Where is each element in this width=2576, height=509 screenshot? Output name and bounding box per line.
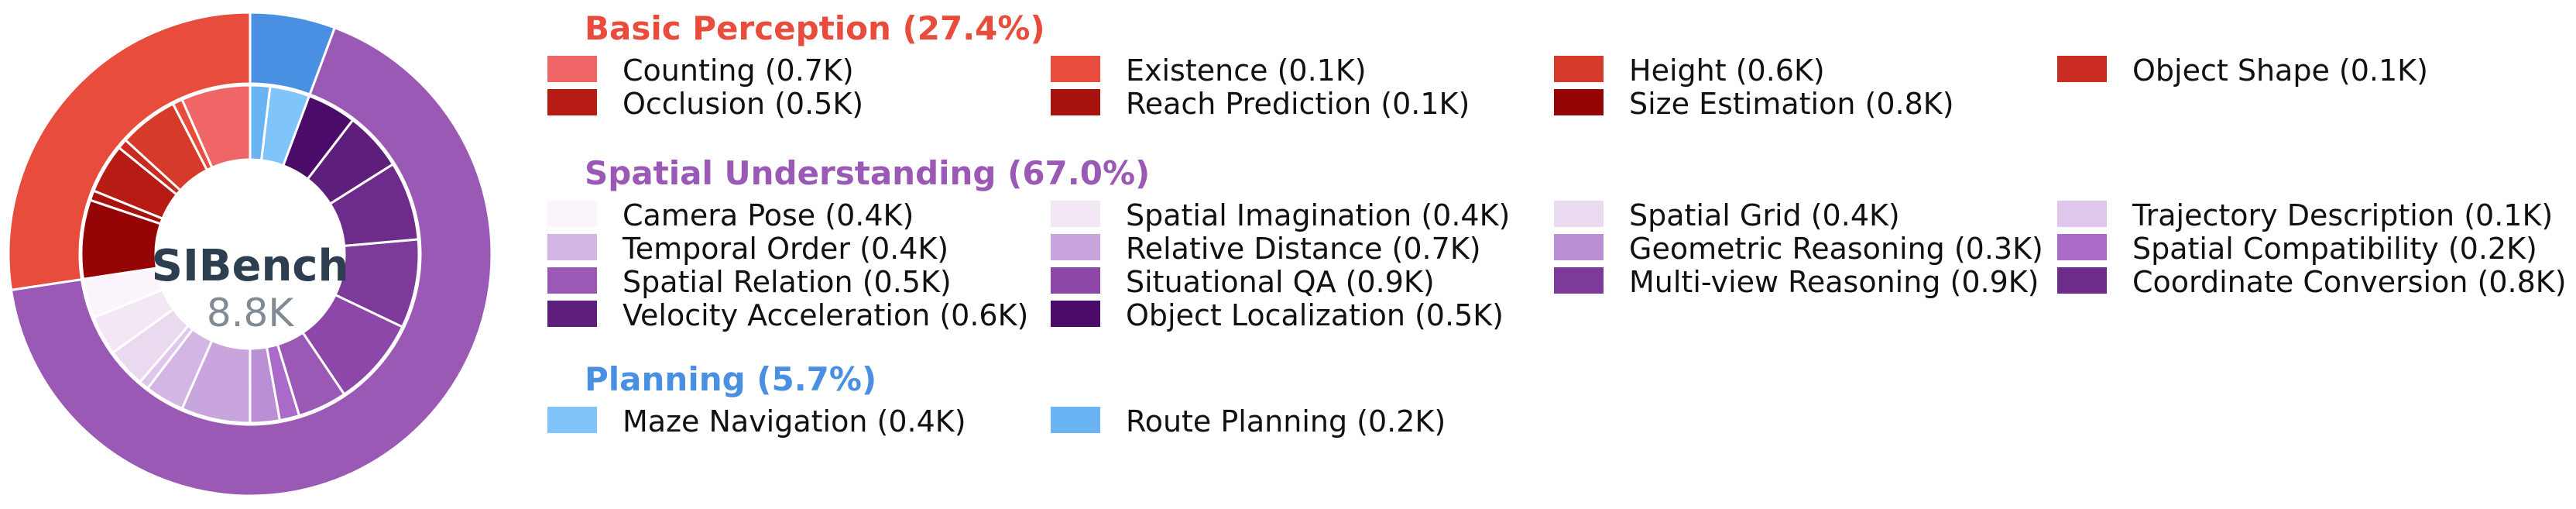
legend-title-basic-perception: Basic Perception (27.4%) — [585, 9, 1045, 47]
center-label: SIBench — [152, 241, 349, 291]
legend-swatch — [1051, 407, 1100, 433]
legend-swatch — [1051, 56, 1100, 82]
legend-swatch — [547, 301, 597, 327]
legend-label: Existence (0.1K) — [1126, 53, 1367, 88]
legend-swatch — [547, 407, 597, 433]
legend-label: Spatial Imagination (0.4K) — [1126, 198, 1511, 232]
legend-label: Object Shape (0.1K) — [2132, 53, 2428, 88]
legend-label: Reach Prediction (0.1K) — [1126, 87, 1470, 121]
legend-label: Occlusion (0.5K) — [623, 87, 864, 121]
legend-label: Relative Distance (0.7K) — [1126, 232, 1481, 266]
legend-label: Trajectory Description (0.1K) — [2132, 198, 2554, 232]
outer-wedge-spatial-understanding — [9, 26, 493, 497]
legend-label: Situational QA (0.9K) — [1126, 265, 1435, 299]
legend-swatch — [1051, 267, 1100, 294]
legend-label: Height (0.6K) — [1629, 53, 1825, 88]
legend-title-planning: Planning (5.7%) — [585, 360, 877, 398]
outer-wedge-planning — [249, 11, 337, 96]
legend-swatch — [547, 201, 597, 227]
legend-swatch — [1051, 234, 1100, 260]
legend-swatch — [2057, 234, 2107, 260]
legend-swatch — [547, 267, 597, 294]
legend-swatch — [1051, 89, 1100, 115]
legend-label: Spatial Grid (0.4K) — [1629, 198, 1900, 232]
legend-swatch — [547, 234, 597, 260]
legend-label: Counting (0.7K) — [623, 53, 854, 88]
legend-label: Multi-view Reasoning (0.9K) — [1629, 265, 2039, 299]
legend-swatch — [1051, 301, 1100, 327]
legend-swatch — [1554, 56, 1604, 82]
legend-label: Coordinate Conversion (0.8K) — [2132, 265, 2567, 299]
legend-label: Object Localization (0.5K) — [1126, 298, 1504, 332]
legend-label: Camera Pose (0.4K) — [623, 198, 914, 232]
legend-swatch — [1554, 201, 1604, 227]
inner-ring — [80, 84, 420, 425]
legend-swatch — [1554, 89, 1604, 115]
legend-label: Velocity Acceleration (0.6K) — [623, 298, 1029, 332]
legend-label: Spatial Relation (0.5K) — [623, 265, 952, 299]
legend-label: Size Estimation (0.8K) — [1629, 87, 1954, 121]
legend-label: Spatial Compatibility (0.2K) — [2132, 232, 2537, 266]
center-value: 8.8K — [207, 291, 295, 335]
inner-wedge-route-planning — [249, 84, 272, 162]
outer-wedge-basic-perception — [7, 11, 252, 292]
sibench-donut-chart: SIBench 8.8K — [7, 11, 493, 497]
legend-swatch — [2057, 56, 2107, 82]
legend-swatch — [547, 89, 597, 115]
legend-label: Geometric Reasoning (0.3K) — [1629, 232, 2043, 266]
legend-label: Temporal Order (0.4K) — [623, 232, 949, 266]
legend-label: Maze Navigation (0.4K) — [623, 404, 966, 438]
legend-label: Route Planning (0.2K) — [1126, 404, 1446, 438]
legend-swatch — [1554, 267, 1604, 294]
legend-swatch — [1554, 234, 1604, 260]
legend-swatch — [547, 56, 597, 82]
legend-swatch — [2057, 267, 2107, 294]
legend-swatch — [2057, 201, 2107, 227]
outer-ring — [7, 11, 493, 497]
legend-title-spatial-understanding: Spatial Understanding (67.0%) — [585, 154, 1151, 192]
legend-swatch — [1051, 201, 1100, 227]
